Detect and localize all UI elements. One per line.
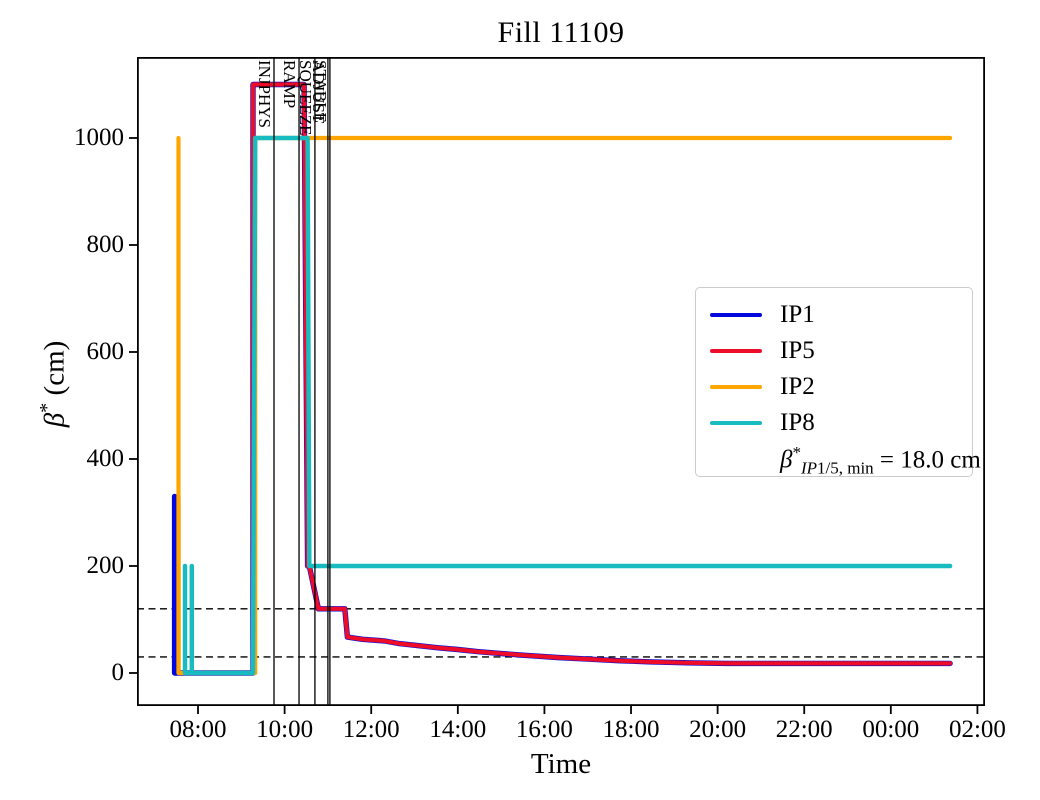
x-tick-label-1200: 12:00 xyxy=(342,716,400,743)
ip5-line-swatch xyxy=(710,348,762,354)
legend-label-ip1: IP1 xyxy=(780,301,815,328)
x-tick-label-1600: 16:00 xyxy=(515,716,573,743)
legend-entry-ip8: IP8 xyxy=(710,405,972,441)
chart-title: Fill 11109 xyxy=(497,16,625,49)
x-axis-title: Time xyxy=(530,748,592,780)
ip1-line-swatch xyxy=(710,312,762,318)
y-tick-label-200: 200 xyxy=(86,551,125,579)
y-tick-label-0: 0 xyxy=(111,658,125,686)
legend-label-ip8: IP8 xyxy=(780,409,815,436)
x-tick-label-1800: 18:00 xyxy=(602,716,660,743)
x-tick-label-2200: 22:00 xyxy=(775,716,833,743)
y-tick-label-1000: 1000 xyxy=(74,123,124,151)
x-tick-label-1000: 10:00 xyxy=(256,716,314,743)
phase-label-injphys: INJPHYS xyxy=(255,60,274,128)
legend-entry-ip2: IP2 xyxy=(710,369,972,405)
y-tick-label-800: 800 xyxy=(86,230,125,258)
phase-label-ramp: RAMP xyxy=(280,60,299,108)
legend-label-ip5: IP5 xyxy=(780,337,815,364)
beta-star: * xyxy=(36,402,58,413)
x-tick-label-0200: 02:00 xyxy=(948,716,1006,743)
y-axis-title: β* (cm) xyxy=(36,274,80,494)
legend-label-ip2: IP2 xyxy=(780,373,815,400)
legend-entry-ip5: IP5 xyxy=(710,333,972,369)
phase-label-squeeze: SQUEEZE xyxy=(296,60,315,136)
legend: IP1 IP5 IP2 IP8 β*IP1/5, min = 18.0 cm xyxy=(695,287,981,478)
series-ip5 xyxy=(176,82,953,676)
x-tick-label-0000: 00:00 xyxy=(862,716,920,743)
phase-label-stable: STABLE xyxy=(311,60,330,123)
ip2-line-swatch xyxy=(710,384,762,390)
beta-symbol: β xyxy=(38,412,71,428)
x-tick-label-1400: 14:00 xyxy=(429,716,487,743)
x-tick-label-2000: 20:00 xyxy=(689,716,747,743)
x-tick-label-0800: 08:00 xyxy=(169,716,227,743)
series-ip8 xyxy=(182,135,953,676)
phase-label-adjust: ADJUST xyxy=(309,60,328,124)
min-betastar-annotation: β*IP1/5, min = 18.0 cm xyxy=(780,443,981,478)
y-tick-label-600: 600 xyxy=(86,337,125,365)
axes-spines xyxy=(136,56,986,707)
legend-entry-ip1: IP1 xyxy=(710,297,972,333)
ip8-line-swatch xyxy=(710,420,762,426)
y-tick-label-400: 400 xyxy=(86,444,125,472)
y-axis-unit: (cm) xyxy=(38,340,71,403)
